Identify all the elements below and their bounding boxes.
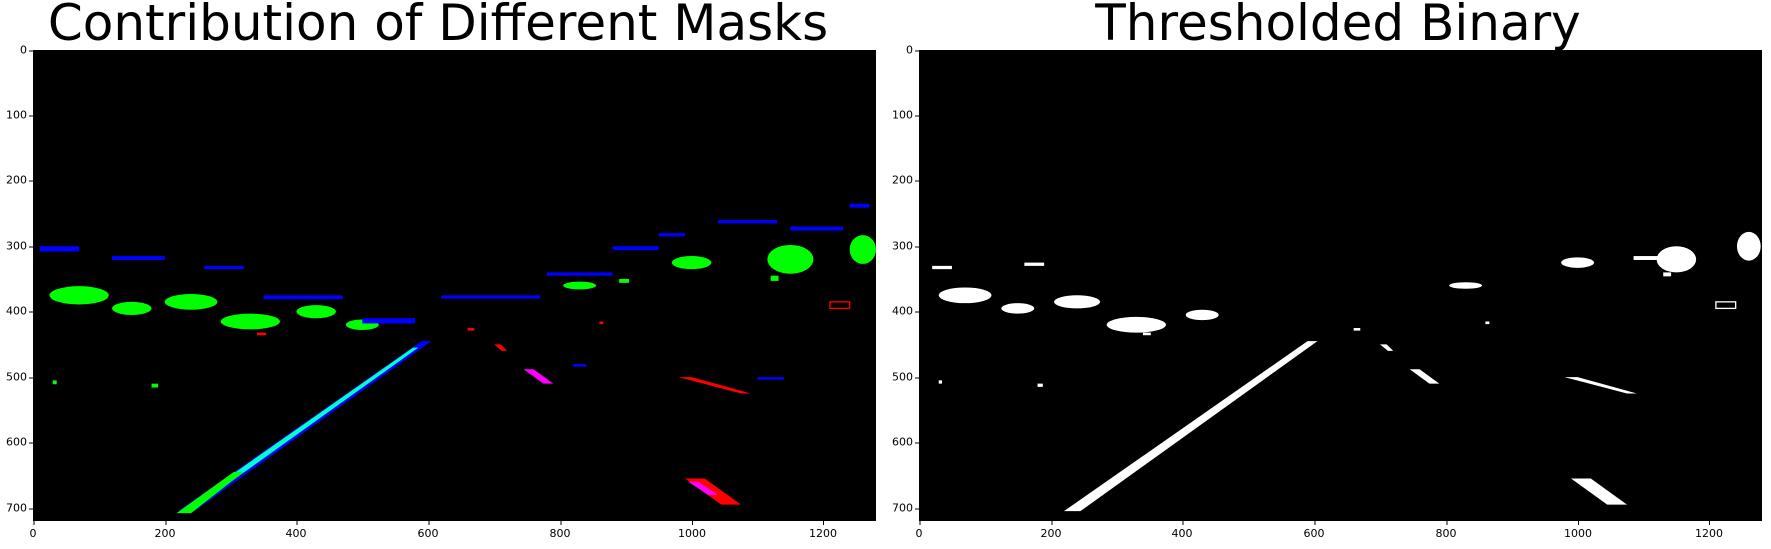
binary-left-lane [1063,341,1318,512]
right-xtick: 600 [1304,521,1325,540]
left-lane-cyan [184,347,419,508]
left-xtick: 0 [30,521,37,540]
right-panel-title: Thresholded Binary [1095,0,1581,52]
left-ytick: 100 [6,109,33,122]
right-ytick: 100 [892,109,919,122]
left-xtick: 1200 [809,521,837,540]
right-binary-image [919,50,1762,521]
left-ytick: 500 [6,371,33,384]
left-ytick: 0 [20,44,33,57]
right-xtick: 400 [1172,521,1193,540]
right-xtick: 200 [1041,521,1062,540]
left-xtick: 200 [155,521,176,540]
left-ytick: 300 [6,240,33,253]
right-xtick: 1000 [1564,521,1592,540]
right-ytick: 300 [892,240,919,253]
left-lane-green [176,471,244,514]
left-panel-title: Contribution of Different Masks [47,0,829,52]
right-ytick: 0 [906,44,919,57]
binary-right-lane [1353,328,1637,505]
left-ytick: 400 [6,305,33,318]
right-xtick: 1200 [1695,521,1723,540]
green-mask-regions [49,235,876,388]
binary-noise-regions [932,231,1761,387]
right-ytick: 600 [892,436,919,449]
right-ytick: 200 [892,174,919,187]
right-xtick: 800 [1436,521,1457,540]
left-mask-image [33,50,876,521]
left-ytick: 200 [6,174,33,187]
red-mask-regions [256,301,851,505]
right-ytick: 500 [892,371,919,384]
left-xtick: 600 [418,521,439,540]
left-xtick: 800 [550,521,571,540]
left-xtick: 400 [286,521,307,540]
right-binary-svg [932,231,1761,512]
right-ytick: 400 [892,305,919,318]
right-ytick: 700 [892,502,919,515]
left-xtick: 1000 [678,521,706,540]
left-ytick: 700 [6,502,33,515]
left-mask-svg [39,203,876,514]
blue-mask-regions [39,203,870,380]
right-xtick: 0 [916,521,923,540]
left-ytick: 600 [6,436,33,449]
